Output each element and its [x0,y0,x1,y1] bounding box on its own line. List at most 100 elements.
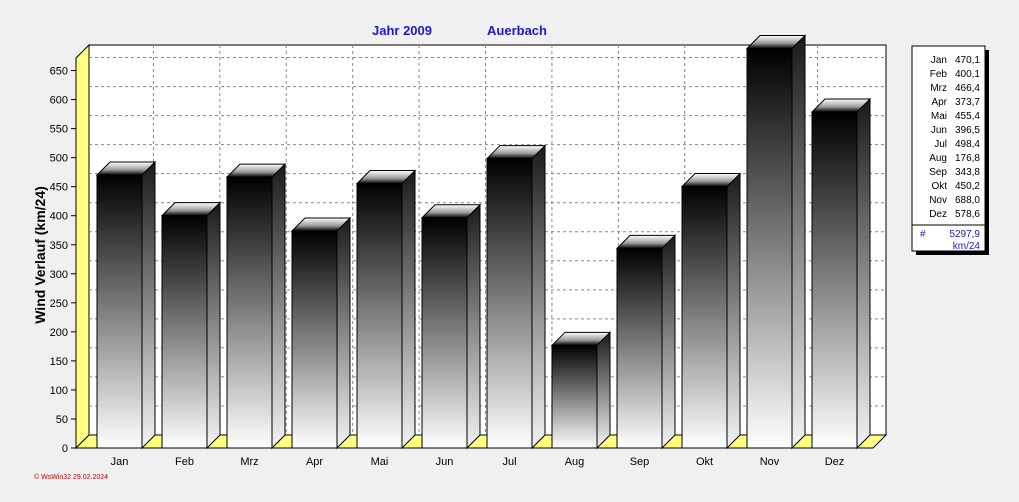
bar-top [810,98,872,113]
bar-top [95,161,157,176]
y-tick-label: 600 [50,95,68,107]
legend-value: 343,8 [955,167,980,178]
bar-front [486,158,533,449]
bar-apr [290,216,352,450]
y-tick-label: 150 [50,356,68,368]
legend-month: Apr [931,97,947,108]
chart-title-year: Jahr 2009 [372,23,432,38]
y-tick-label: 450 [50,182,68,194]
bar-front [616,247,663,449]
y-tick-label: 0 [62,443,68,455]
bar-okt [680,172,742,450]
legend-value: 373,7 [955,97,980,108]
legend-month: Jul [934,139,947,150]
bar-top [225,163,287,178]
x-tick-label: Aug [565,456,585,468]
x-tick-label: Nov [760,456,780,468]
y-axis-label: Wind Verlauf (km/24) [32,186,48,324]
bar-front [161,215,208,449]
y-tick-label: 200 [50,327,68,339]
legend-total-value: 5297,9 [949,229,980,240]
legend-month: Jun [931,125,947,136]
y-tick-label: 50 [56,414,68,426]
y-tick-label: 350 [50,240,68,252]
legend-box [911,45,986,252]
legend-value: 176,8 [955,153,980,164]
bar-mrz [225,162,287,450]
x-tick-label: Jun [436,456,454,468]
x-tick-label: Feb [175,456,194,468]
legend-value: 455,4 [955,111,980,122]
bar-mai [355,169,417,450]
bars [95,34,872,450]
legend-month: Nov [929,195,947,206]
bar-side [141,160,156,450]
legend-month: Mai [931,111,947,122]
bar-side [531,144,546,450]
bar-side [856,97,871,450]
bar-front [681,186,728,449]
y-tick-label: 650 [50,66,68,78]
bar-dez [810,97,872,450]
bar-jul [485,144,547,450]
legend-month: Dez [929,209,947,220]
bar-front [96,174,143,449]
legend-value: 466,4 [955,83,980,94]
legend-value: 688,0 [955,195,980,206]
bar-feb [160,201,222,450]
x-tick-label: Sep [630,456,650,468]
bar-side [661,234,676,450]
bar-front [811,111,858,449]
y-axis-ticks: 0 50 100 150 200 250 300 350 400 450 500 550 600 650 [50,66,76,455]
legend-total-unit: km/24 [953,241,981,252]
legend-value: 400,1 [955,69,980,80]
bar-front [226,176,273,449]
x-axis-ticks: Jan Feb Mrz Apr Mai Jun Jul Aug Sep Okt Nov Dez [111,456,845,468]
y-tick-label: 550 [50,124,68,136]
y-tick-label: 250 [50,298,68,310]
y-tick-label: 300 [50,269,68,281]
bar-side [271,162,286,450]
bar-top [290,217,352,232]
bar-top [420,204,482,219]
bar-side [206,201,221,450]
bar-top [550,331,612,346]
legend-month: Aug [929,153,947,164]
legend-value: 578,6 [955,209,980,220]
bar-front [356,183,403,449]
bar-front [421,217,468,449]
bar-side [401,169,416,450]
bar-top [160,202,222,217]
bar-jun [420,203,482,450]
bar-side [336,216,351,450]
bar-front [551,344,598,449]
x-tick-label: Jul [502,456,516,468]
bar-front [746,47,793,449]
x-tick-label: Mai [371,456,389,468]
legend-month: Feb [930,69,948,80]
legend-value: 450,2 [955,181,980,192]
legend-value: 498,4 [955,139,980,150]
bar-aug [550,331,612,450]
legend-total-symbol: # [920,229,926,240]
bar-side [466,203,481,450]
bar-side [596,331,611,450]
bar-top [680,173,742,188]
bar-front [291,230,338,449]
legend-month: Mrz [930,83,947,94]
x-tick-label: Okt [696,456,713,468]
y-tick-label: 400 [50,211,68,223]
legend-month: Okt [931,181,947,192]
x-tick-label: Jan [111,456,129,468]
legend-value: 396,5 [955,125,980,136]
bar-nov [745,34,807,450]
bar-side [791,34,806,450]
y-tick-label: 500 [50,153,68,165]
bar-sep [615,234,677,450]
legend-value: 470,1 [955,55,980,66]
bar-top [355,170,417,185]
plot-left-wall [75,43,90,450]
x-tick-label: Mrz [240,456,258,468]
bar-jan [95,160,157,450]
